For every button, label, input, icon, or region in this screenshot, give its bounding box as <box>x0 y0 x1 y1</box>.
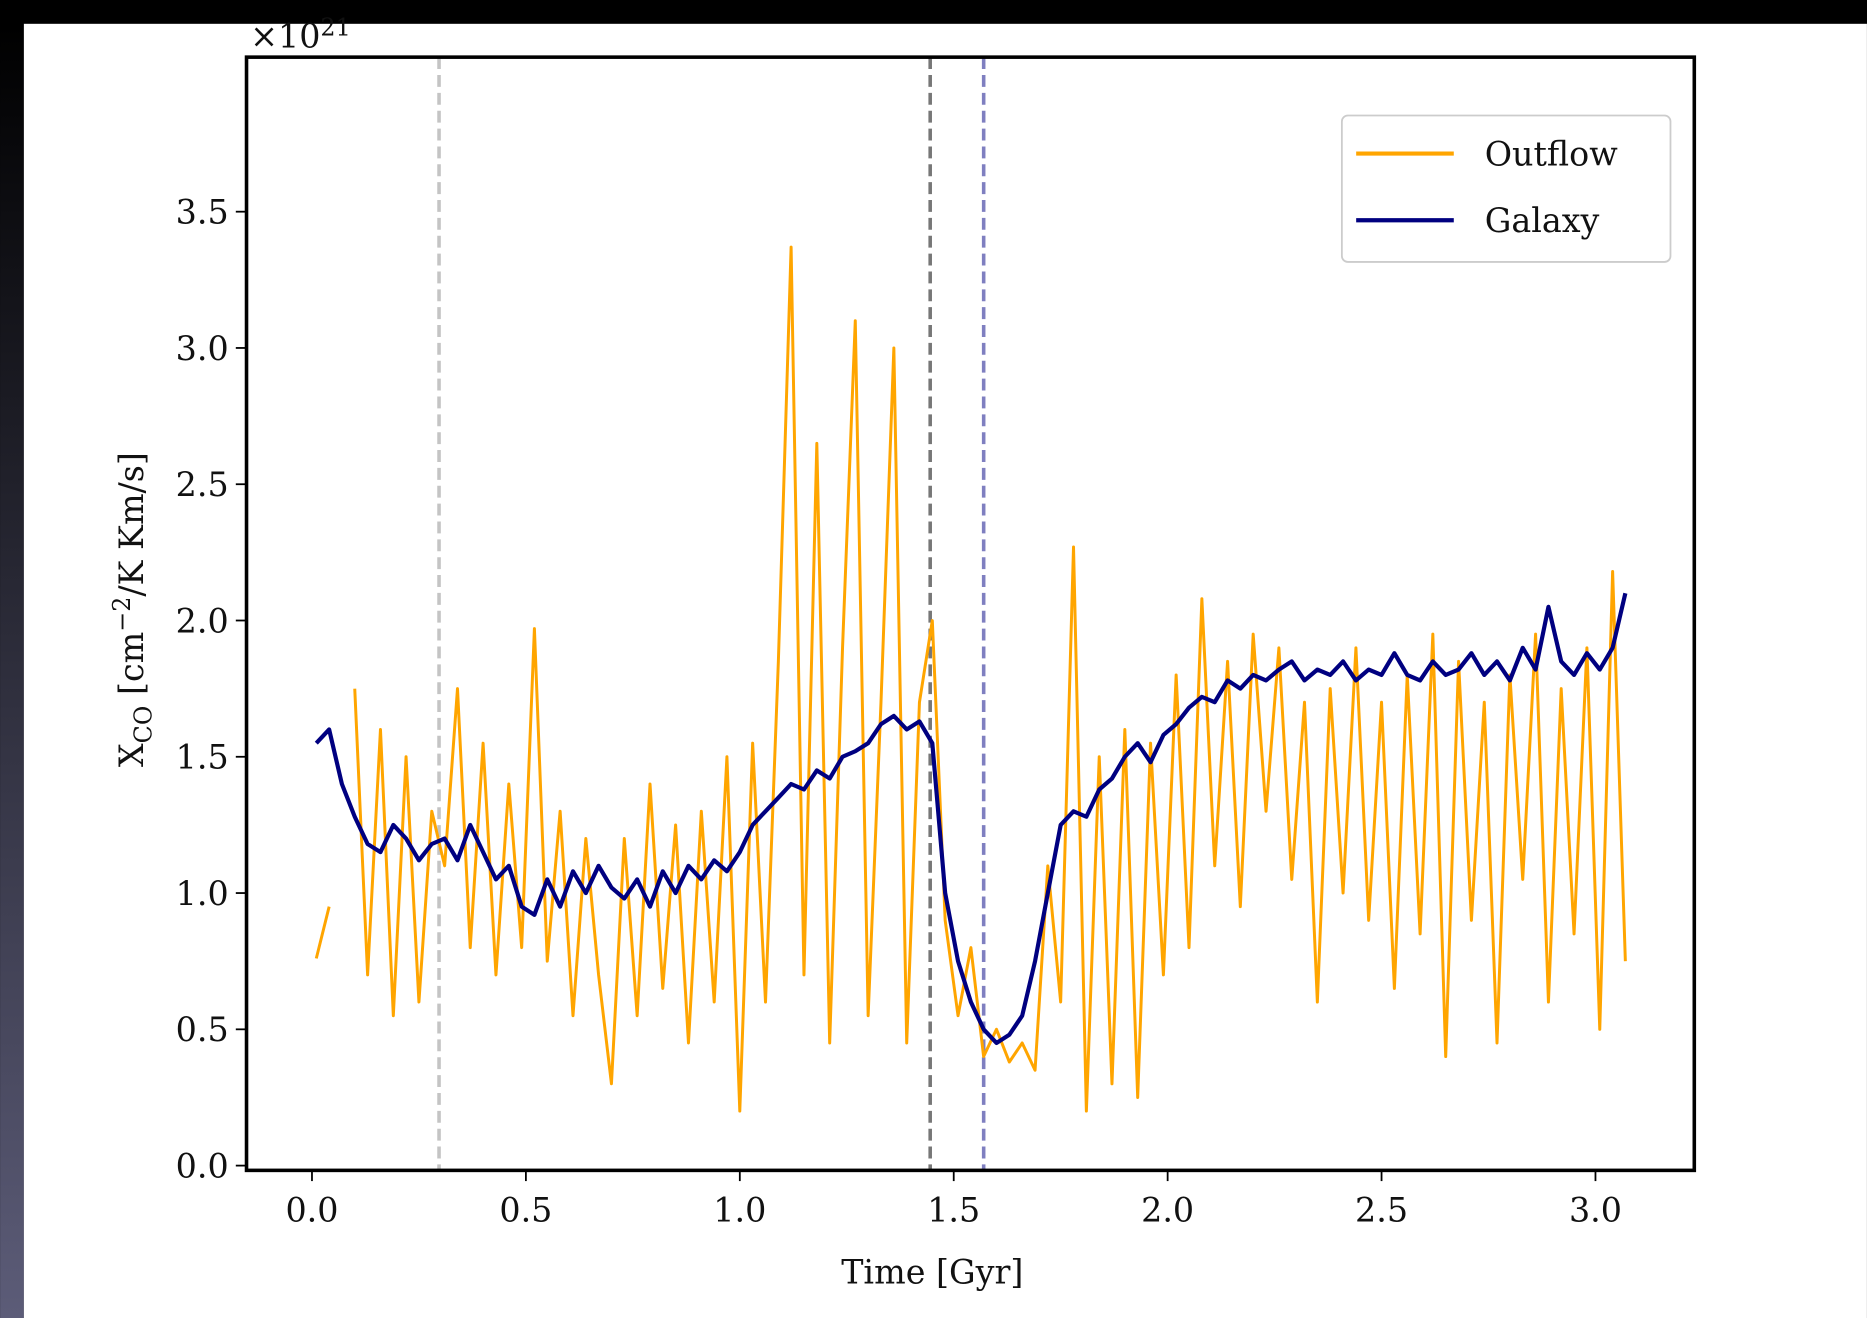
offset-exponent: 21 <box>320 14 350 42</box>
y-axis-label: XCO [cm−2/K Km/s] <box>108 452 157 767</box>
y-tick-label: 3.0 <box>176 329 229 368</box>
y-tick-label: 2.0 <box>176 601 229 640</box>
x-tick-label: 1.0 <box>713 1191 766 1230</box>
y-tick-label: 0.0 <box>176 1147 229 1186</box>
x-tick-label: 0.0 <box>285 1191 338 1230</box>
x-tick-label: 3.0 <box>1569 1191 1622 1230</box>
y-tick-label: 1.5 <box>176 738 229 777</box>
y-tick-label: 0.5 <box>176 1010 229 1049</box>
plot-frame <box>244 55 1697 1173</box>
x-tick-label: 2.5 <box>1355 1191 1408 1230</box>
ylabel-base: X <box>112 743 151 767</box>
axis-offset: ×1021 <box>250 14 351 56</box>
y-tick-label: 3.5 <box>176 193 229 232</box>
x-axis-label: Time [Gyr] <box>841 1252 1023 1291</box>
series-line <box>314 592 1628 1046</box>
x-tick-label: 1.5 <box>927 1191 980 1230</box>
ylabel-unit-open: [cm <box>112 632 151 706</box>
side-strip <box>0 23 24 1318</box>
y-tick-label: 1.0 <box>176 874 229 913</box>
ylabel-sub: CO <box>129 706 157 744</box>
series-line <box>314 245 1627 1113</box>
ylabel-unit-close: /K Km/s] <box>112 452 151 597</box>
ylabel-sup: −2 <box>108 597 136 632</box>
x-tick-label: 0.5 <box>499 1191 552 1230</box>
legend-label: Galaxy <box>1485 201 1600 240</box>
offset-base: ×10 <box>250 17 320 56</box>
x-tick-label: 2.0 <box>1141 1191 1194 1230</box>
y-tick-label: 2.5 <box>176 465 229 504</box>
legend-label: Outflow <box>1485 134 1618 173</box>
